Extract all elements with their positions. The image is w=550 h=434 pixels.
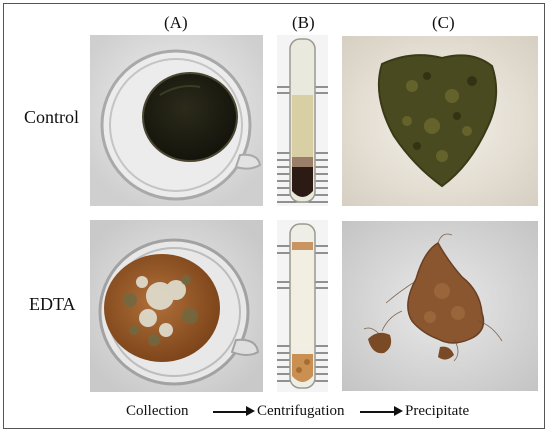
photo-edta-precipitate bbox=[342, 221, 538, 391]
flow-step-centrifugation: Centrifugation bbox=[257, 403, 345, 419]
flow-step-precipitate: Precipitate bbox=[405, 403, 470, 419]
row-label-control: Control bbox=[24, 107, 80, 127]
flow-arrow-1 bbox=[213, 411, 248, 413]
photo-edta-collection bbox=[90, 220, 263, 392]
flow-step-collection: Collection bbox=[126, 403, 189, 419]
column-label-b: (B) bbox=[292, 13, 315, 32]
column-label-a: (A) bbox=[164, 13, 188, 32]
column-label-c: (C) bbox=[432, 13, 455, 32]
flow-arrow-2-head bbox=[394, 406, 403, 416]
flow-arrow-2 bbox=[360, 411, 396, 413]
photo-edta-centrifugation bbox=[277, 220, 328, 392]
flow-arrow-1-head bbox=[246, 406, 255, 416]
photo-control-precipitate bbox=[342, 36, 538, 206]
figure-frame: (A) (B) (C) Control EDTA bbox=[3, 3, 545, 429]
photo-control-centrifugation bbox=[277, 35, 328, 206]
photo-control-collection bbox=[90, 35, 263, 206]
row-label-edta: EDTA bbox=[29, 294, 76, 314]
